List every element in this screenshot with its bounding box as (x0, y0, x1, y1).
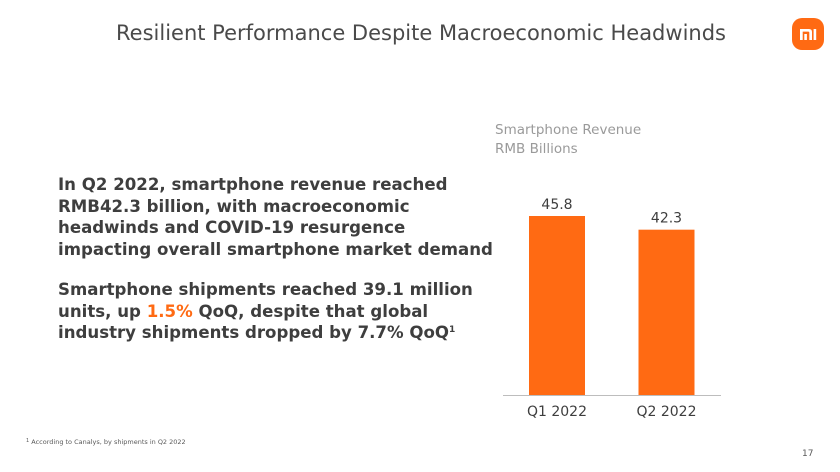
shipments-text-part2: QoQ, despite that global industry shipme… (58, 301, 449, 343)
data-label: 45.8 (541, 197, 572, 213)
bar-q1-2022 (529, 216, 585, 395)
shipments-text-part1: Smartphone shipments reached 39.1 millio… (58, 280, 473, 321)
chart-title-block: Smartphone Revenue RMB Billions (495, 121, 641, 159)
page-number: 17 (802, 449, 814, 459)
footnote-marker: 1 (26, 438, 30, 444)
shipments-summary-text: Smartphone shipments reached 39.1 millio… (58, 279, 498, 344)
mi-logo-glyph (800, 29, 817, 40)
x-tick-label: Q1 2022 (527, 404, 587, 420)
chart-title: Smartphone Revenue (495, 122, 642, 138)
footnote-text: According to Canalys, by shipments in Q2… (29, 438, 186, 446)
footnote-reference: 1 (449, 325, 456, 335)
footnote: 1 According to Canalys, by shipments in … (26, 438, 186, 446)
bar-q2-2022 (638, 229, 695, 395)
chart-subtitle: RMB Billions (495, 141, 578, 157)
xiaomi-logo-icon (792, 18, 824, 50)
x-tick-label: Q2 2022 (636, 404, 696, 420)
qoq-growth-highlight: 1.5% (146, 301, 193, 321)
page-title: Resilient Performance Despite Macroecono… (116, 21, 726, 45)
revenue-summary-text: In Q2 2022, smartphone revenue reached R… (58, 175, 493, 259)
data-label: 42.3 (651, 211, 682, 227)
